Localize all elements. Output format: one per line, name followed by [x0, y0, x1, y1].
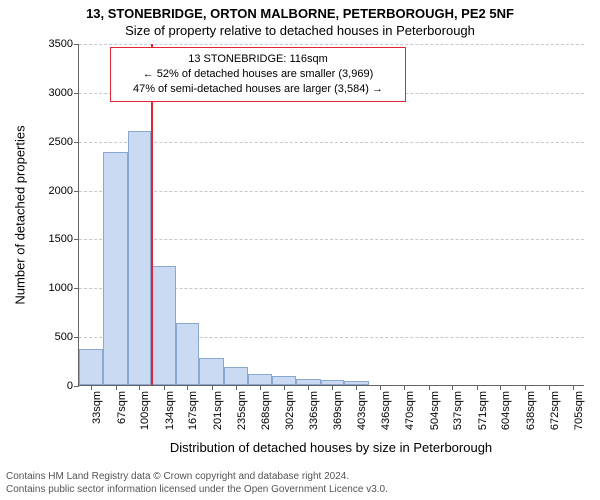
x-tick-label: 100sqm — [139, 391, 151, 430]
x-tick-label: 672sqm — [549, 391, 561, 430]
x-tick-mark — [332, 385, 333, 390]
x-tick-mark — [212, 385, 213, 390]
x-tick-mark — [116, 385, 117, 390]
x-tick-mark — [452, 385, 453, 390]
x-axis-label: Distribution of detached houses by size … — [170, 440, 492, 455]
x-tick-label: 302sqm — [284, 391, 296, 430]
x-tick-label: 235sqm — [236, 391, 248, 430]
x-tick-mark — [187, 385, 188, 390]
chart-title-line2: Size of property relative to detached ho… — [0, 21, 600, 38]
x-tick-label: 33sqm — [91, 391, 103, 424]
x-tick-label: 470sqm — [404, 391, 416, 430]
y-tick-label: 3000 — [49, 87, 79, 99]
x-tick-mark — [549, 385, 550, 390]
y-tick-label: 1500 — [49, 233, 79, 245]
x-tick-mark — [573, 385, 574, 390]
x-tick-mark — [260, 385, 261, 390]
histogram-bar — [151, 266, 175, 385]
x-tick-mark — [525, 385, 526, 390]
histogram-bar — [248, 374, 272, 385]
x-tick-label: 504sqm — [429, 391, 441, 430]
x-tick-mark — [380, 385, 381, 390]
y-tick-label: 500 — [55, 331, 79, 343]
x-tick-label: 638sqm — [525, 391, 537, 430]
chart-container: 13, STONEBRIDGE, ORTON MALBORNE, PETERBO… — [0, 0, 600, 500]
x-tick-label: 201sqm — [212, 391, 224, 430]
x-tick-mark — [284, 385, 285, 390]
x-tick-label: 604sqm — [500, 391, 512, 430]
footer: Contains HM Land Registry data © Crown c… — [6, 471, 388, 496]
annotation-line1: 13 STONEBRIDGE: 116sqm — [121, 52, 395, 67]
grid-line — [79, 239, 584, 240]
x-tick-label: 134sqm — [164, 391, 176, 430]
x-tick-label: 369sqm — [332, 391, 344, 430]
histogram-bar — [128, 131, 152, 385]
x-tick-mark — [477, 385, 478, 390]
x-tick-label: 167sqm — [187, 391, 199, 430]
y-tick-label: 2500 — [49, 136, 79, 148]
annotation-line3: 47% of semi-detached houses are larger (… — [121, 82, 395, 97]
x-tick-label: 268sqm — [260, 391, 272, 430]
x-tick-label: 336sqm — [308, 391, 320, 430]
y-axis-label: Number of detached properties — [13, 125, 28, 304]
histogram-bar — [272, 376, 296, 385]
x-tick-mark — [139, 385, 140, 390]
histogram-bar — [199, 358, 223, 385]
x-tick-mark — [308, 385, 309, 390]
x-tick-mark — [404, 385, 405, 390]
annotation-line2: ← 52% of detached houses are smaller (3,… — [121, 67, 395, 82]
grid-line — [79, 44, 584, 45]
x-tick-label: 537sqm — [452, 391, 464, 430]
histogram-bar — [103, 152, 127, 385]
x-tick-label: 705sqm — [573, 391, 585, 430]
grid-line — [79, 142, 584, 143]
x-tick-mark — [429, 385, 430, 390]
footer-line1: Contains HM Land Registry data © Crown c… — [6, 471, 388, 484]
footer-line2: Contains public sector information licen… — [6, 484, 388, 497]
histogram-bar — [224, 367, 248, 385]
histogram-bar — [79, 349, 103, 385]
x-tick-label: 67sqm — [116, 391, 128, 424]
x-tick-mark — [500, 385, 501, 390]
chart-title-line1: 13, STONEBRIDGE, ORTON MALBORNE, PETERBO… — [0, 0, 600, 21]
x-tick-label: 436sqm — [380, 391, 392, 430]
y-tick-label: 0 — [67, 380, 79, 392]
y-tick-label: 2000 — [49, 185, 79, 197]
annotation-box: 13 STONEBRIDGE: 116sqm ← 52% of detached… — [110, 47, 406, 102]
x-tick-mark — [356, 385, 357, 390]
y-tick-label: 3500 — [49, 38, 79, 50]
x-tick-mark — [164, 385, 165, 390]
histogram-bar — [176, 323, 200, 385]
x-tick-label: 403sqm — [356, 391, 368, 430]
y-tick-label: 1000 — [49, 282, 79, 294]
x-tick-mark — [91, 385, 92, 390]
x-tick-mark — [236, 385, 237, 390]
x-tick-label: 571sqm — [477, 391, 489, 430]
grid-line — [79, 191, 584, 192]
